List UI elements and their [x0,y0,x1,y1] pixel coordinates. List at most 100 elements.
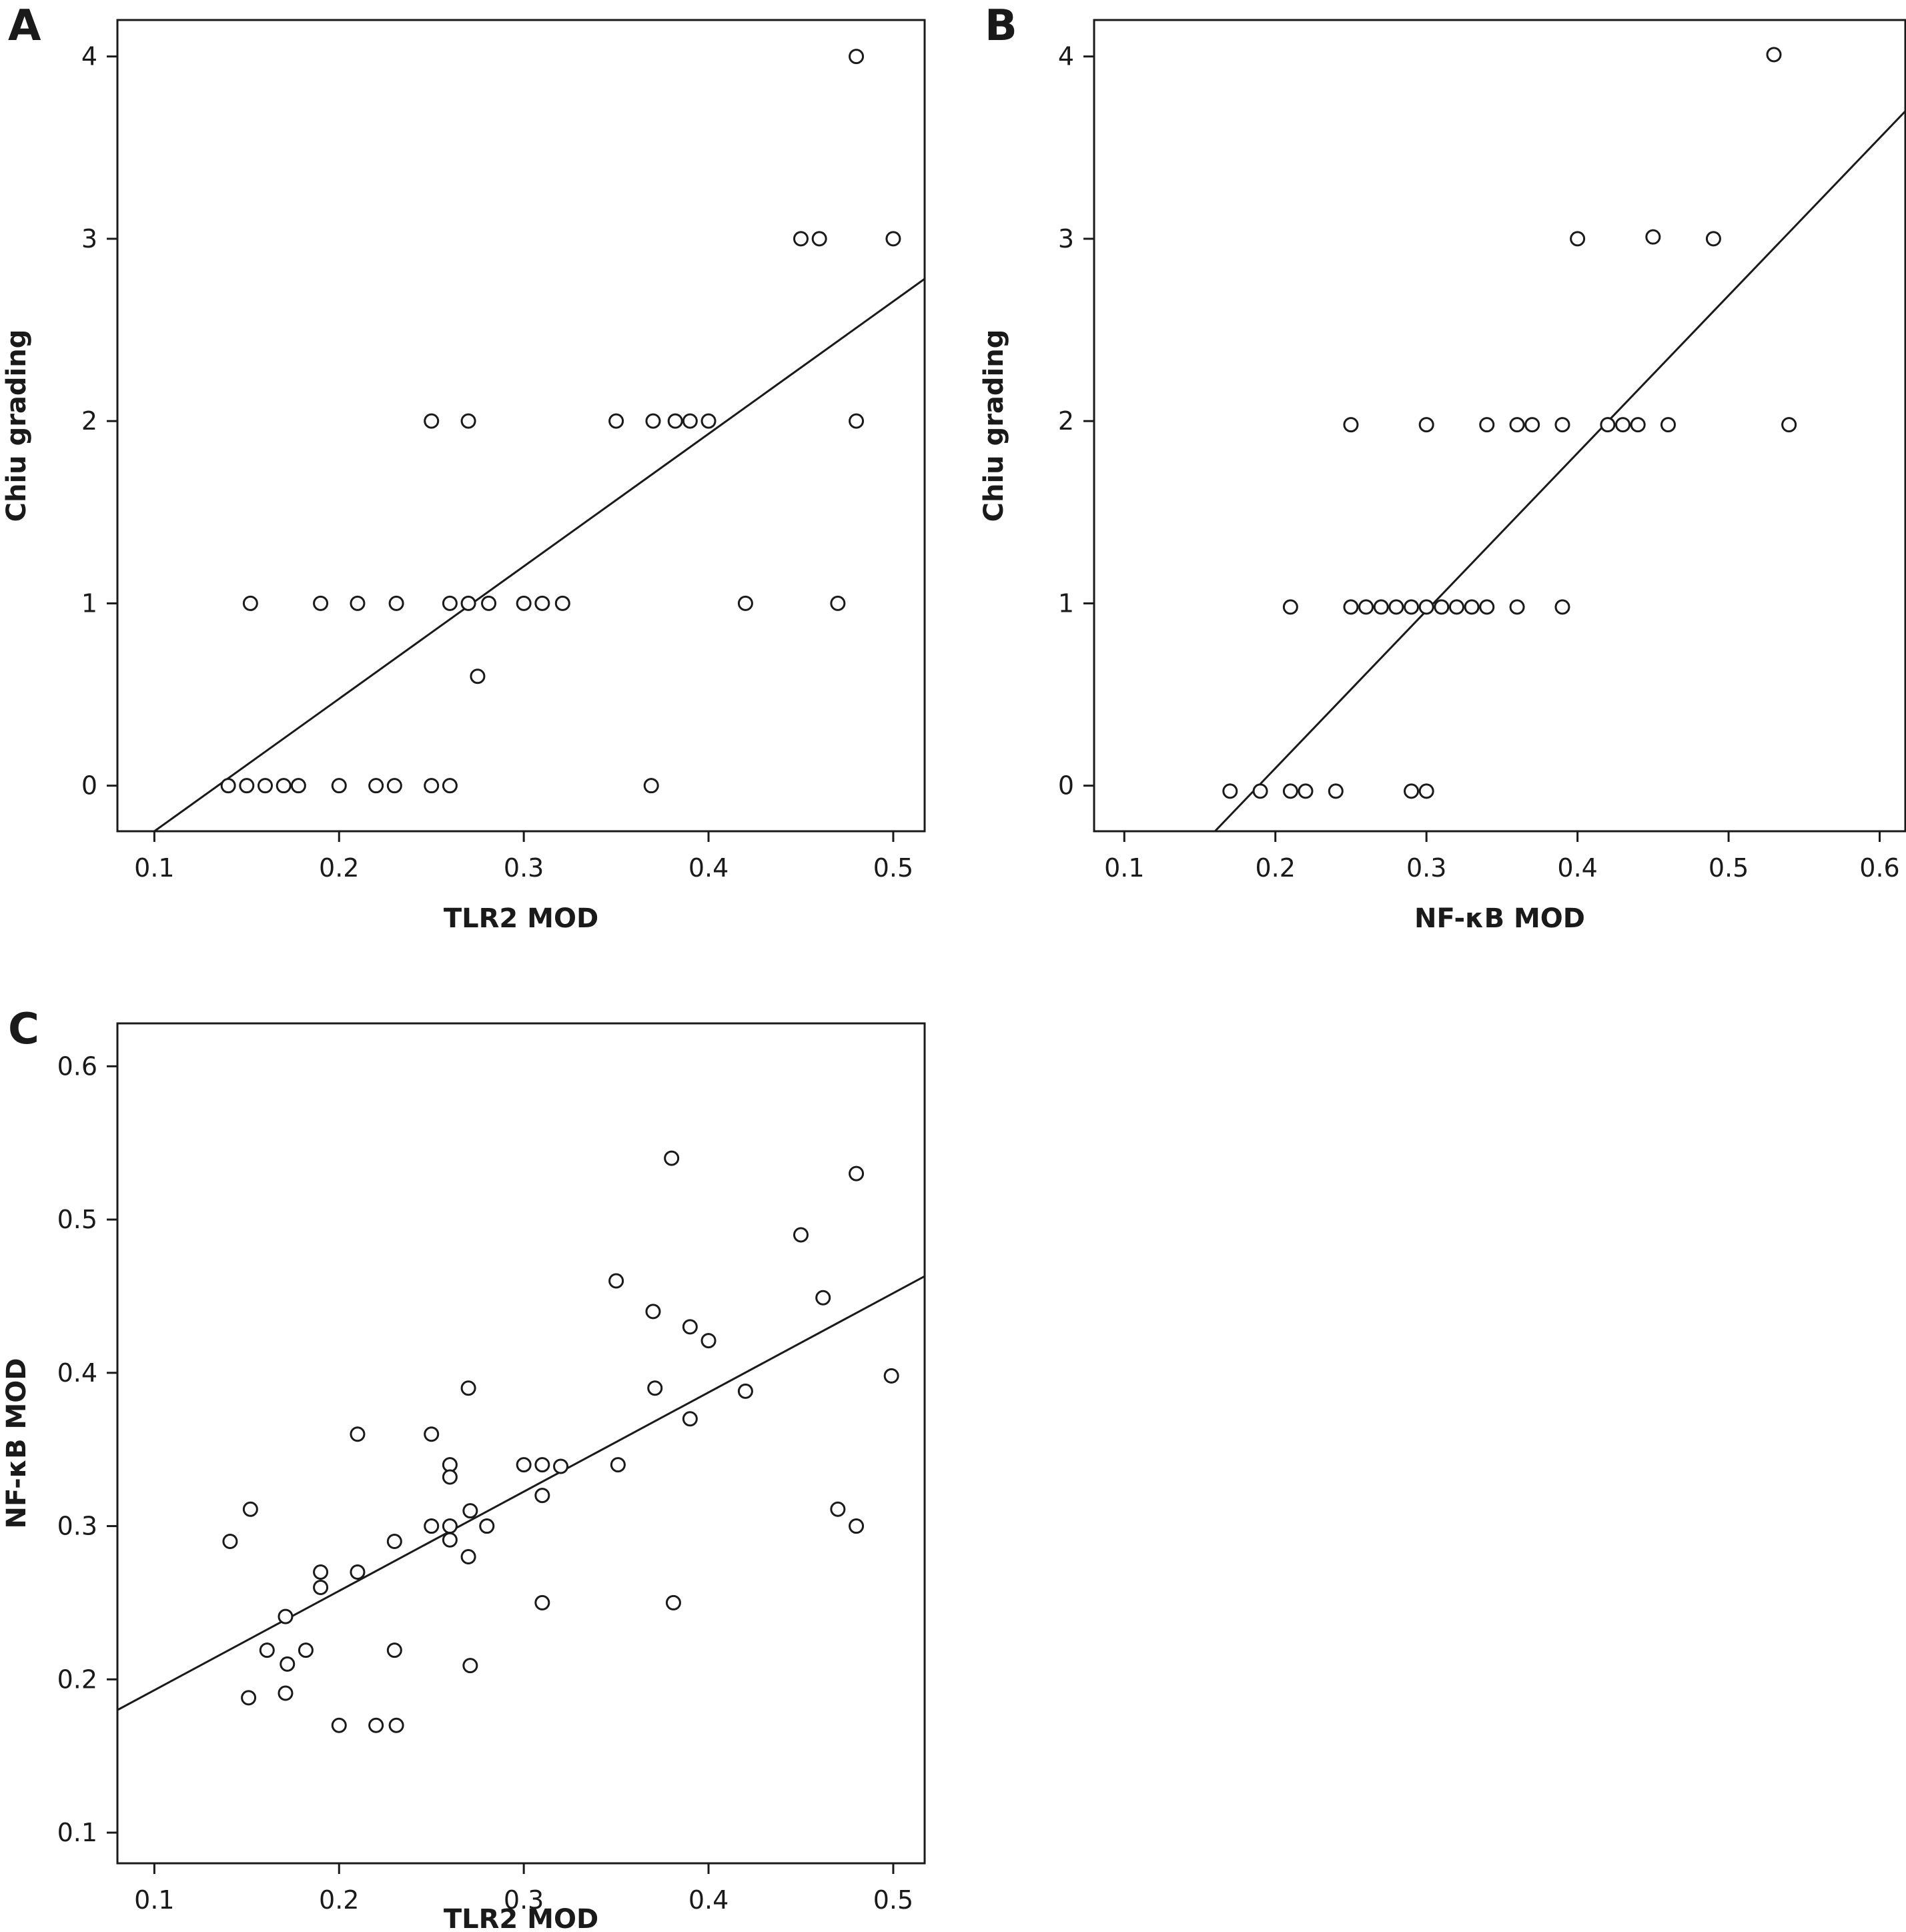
data-point-b-5 [1404,783,1420,799]
panel-b-label: B [985,1,1017,51]
data-point-c-29 [534,1457,550,1473]
y-tick-label-a-3: 3 [81,224,97,254]
x-tick-label-a-1: 0.2 [319,853,359,883]
data-point-c-40 [682,1411,698,1427]
data-point-a-16 [442,595,458,611]
data-point-b-9 [1358,599,1374,615]
data-point-a-23 [830,595,846,611]
data-point-a-3 [276,778,292,794]
panel-c-label: C [8,1005,39,1054]
panel-a: A 0.1 0.2 0.3 0.4 0.5 0 1 2 3 4 TLR2 MOD Chiu gradin… [1,1,926,934]
data-point-b-6 [1418,783,1434,799]
data-point-c-9 [313,1579,329,1595]
x-tick-label-b-5: 0.6 [1859,853,1899,883]
data-point-a-17 [460,595,476,611]
data-point-b-24 [1524,417,1540,433]
data-point-c-25 [460,1549,476,1565]
y-axis-title-a: Chiu grading [1,330,32,522]
x-axis-title-c: TLR2 MOD [444,1904,598,1932]
data-point-c-48 [883,1368,899,1384]
y-axis-title-b: Chiu grading [979,330,1009,522]
data-point-c-18 [424,1518,440,1534]
y-tick-label-c-5: 0.6 [57,1051,97,1081]
data-point-b-10 [1373,599,1389,615]
data-point-b-30 [1781,417,1797,433]
data-point-b-1 [1252,783,1268,799]
y-axis-title-c: NF-κB MOD [1,1358,32,1528]
data-point-c-38 [665,1594,681,1610]
data-point-c-45 [830,1501,846,1517]
data-point-a-8 [424,778,440,794]
data-point-b-34 [1766,47,1782,63]
data-point-a-2 [258,778,274,794]
x-axis-title-b: NF-κB MOD [1414,903,1585,934]
data-point-b-7 [1282,599,1298,615]
data-point-c-43 [793,1227,809,1243]
y-tick-label-b-2: 2 [1058,406,1074,436]
data-point-c-14 [388,1717,404,1733]
data-point-c-0 [222,1534,238,1550]
data-point-b-25 [1554,417,1570,433]
data-point-c-13 [368,1717,384,1733]
x-tick-label-c-1: 0.2 [319,1885,359,1915]
data-point-c-8 [313,1564,329,1580]
data-point-a-6 [368,778,384,794]
data-point-a-26 [608,413,624,429]
data-point-c-16 [386,1642,402,1658]
data-point-c-21 [442,1518,458,1534]
data-point-c-28 [516,1457,532,1473]
data-point-a-1 [239,778,255,794]
data-point-a-10 [643,778,659,794]
data-point-c-26 [462,1658,478,1674]
data-point-a-12 [242,595,258,611]
data-point-c-6 [278,1685,294,1701]
y-tick-label-b-0: 0 [1058,771,1074,801]
data-point-b-11 [1388,599,1404,615]
data-point-a-11 [470,668,486,684]
data-point-c-23 [460,1380,476,1396]
data-point-b-32 [1645,229,1661,245]
x-tick-label-b-1: 0.2 [1256,853,1296,883]
data-point-b-23 [1509,417,1525,433]
data-point-c-12 [350,1564,366,1580]
x-tick-label-b-0: 0.1 [1104,853,1144,883]
data-point-b-0 [1222,783,1238,799]
data-point-a-13 [313,595,329,611]
x-tick-label-c-4: 0.5 [873,1885,913,1915]
data-point-a-35 [849,49,865,65]
data-point-c-22 [442,1532,458,1548]
y-tick-label-b-3: 3 [1058,224,1074,254]
data-point-a-29 [682,413,698,429]
data-point-a-7 [386,778,402,794]
plot-frame-a [116,19,926,833]
x-tick-label-b-4: 0.5 [1709,853,1749,883]
data-point-a-25 [460,413,476,429]
data-point-a-19 [516,595,532,611]
data-point-a-15 [388,595,404,611]
data-point-a-5 [331,778,347,794]
data-point-c-4 [278,1608,294,1624]
x-tick-label-a-3: 0.4 [688,853,729,883]
data-marks-b [1214,47,1905,831]
data-point-c-33 [608,1273,624,1289]
data-point-a-14 [350,595,366,611]
data-point-c-30 [534,1488,550,1504]
panel-b: B 0.1 0.2 0.3 0.4 0.5 0.6 0 1 2 3 4 NF-κB MOD Chiu gr… [979,1,1906,934]
x-tick-label-a-0: 0.1 [134,853,174,883]
data-point-b-18 [1509,599,1525,615]
data-point-c-31 [534,1594,550,1610]
data-point-c-15 [386,1534,402,1550]
y-tick-label-c-3: 0.4 [57,1358,97,1388]
data-point-c-36 [647,1380,663,1396]
data-point-c-10 [331,1717,347,1733]
plot-frame-c [116,1022,926,1865]
data-point-a-21 [554,595,570,611]
data-point-c-1 [242,1501,258,1517]
data-point-a-20 [534,595,550,611]
data-point-a-4 [290,778,306,794]
data-point-c-17 [424,1426,440,1442]
regression-line-a [153,278,925,831]
x-tick-label-b-3: 0.4 [1557,853,1597,883]
regression-line-b [1214,110,1905,831]
